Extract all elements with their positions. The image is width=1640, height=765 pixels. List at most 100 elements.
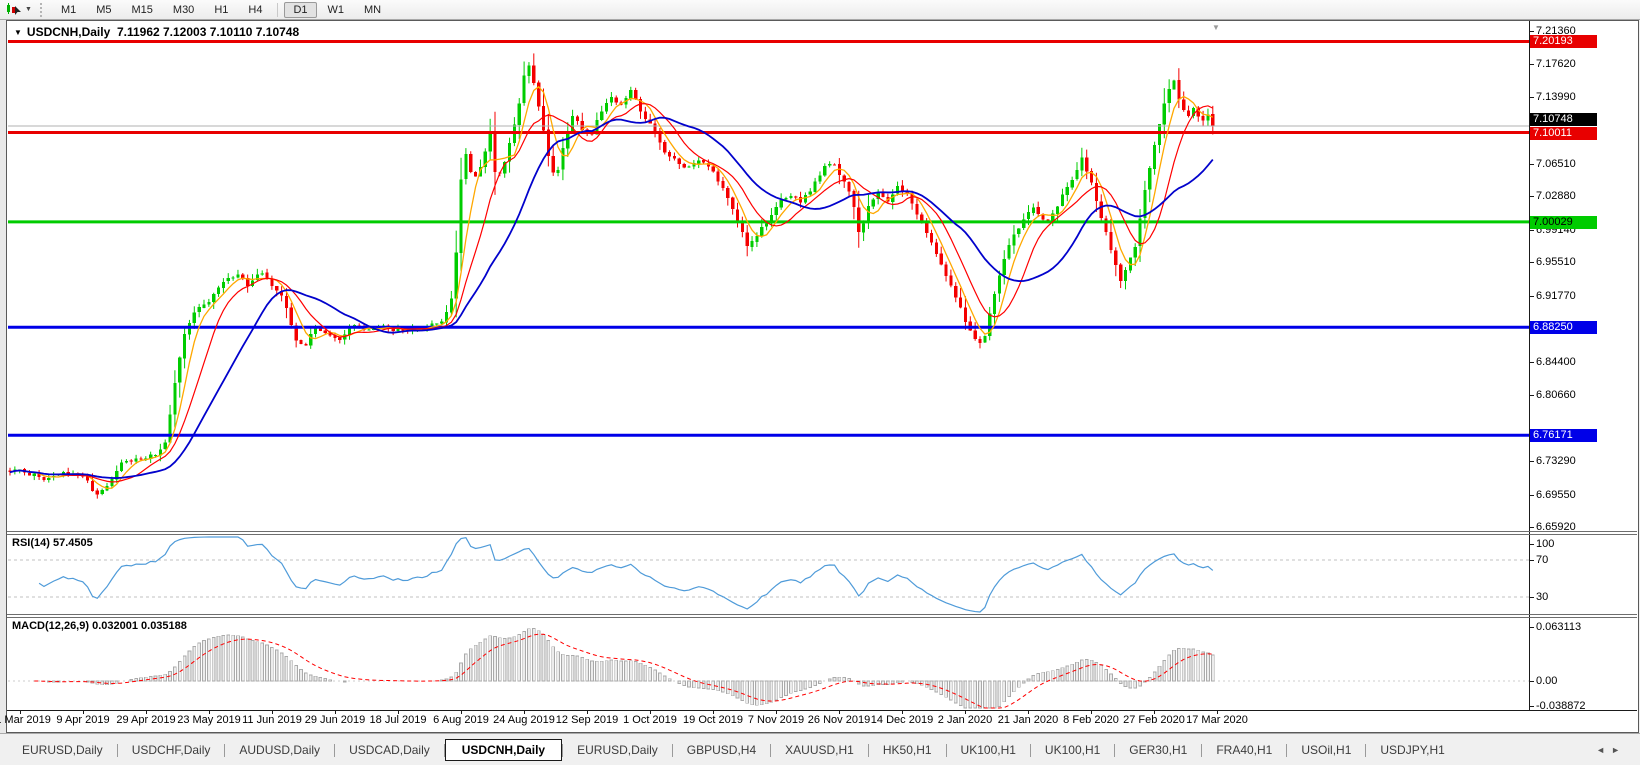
price-tick-mark: [1529, 362, 1534, 363]
price-tick-label: 6.91770: [1536, 290, 1576, 302]
price-tick-mark: [1529, 31, 1534, 32]
date-tick: [1028, 710, 1029, 714]
tab-uk100-h1[interactable]: UK100,H1: [960, 743, 1016, 757]
macd-splitter[interactable]: [7, 614, 1637, 615]
rsi-label: RSI(14) 57.4505: [12, 537, 93, 549]
timeframe-btn-m15[interactable]: M15: [131, 3, 153, 16]
tab-separator: [1286, 743, 1288, 757]
dropdown-caret-icon[interactable]: ▼: [25, 6, 32, 13]
date-tick: [1217, 710, 1218, 714]
tab-separator: [562, 743, 564, 757]
date-tick: [776, 710, 777, 714]
price-tick-mark: [1529, 527, 1534, 528]
date-label: 29 Jun 2019: [304, 714, 366, 726]
tab-ger30-h1[interactable]: GER30,H1: [1129, 743, 1188, 757]
price-tick-label: 7.13990: [1536, 91, 1576, 103]
date-tick: [209, 710, 210, 714]
tab-separator: [1365, 743, 1367, 757]
timeframe-btn-w1[interactable]: W1: [327, 3, 345, 16]
date-label: 9 Apr 2019: [56, 714, 110, 726]
price-tick-label: 7.21360: [1536, 25, 1576, 37]
chart-tab-bar: EURUSD,Daily USDCHF,Daily AUDUSD,Daily USDC…: [0, 733, 1640, 765]
date-tick: [650, 710, 651, 714]
price-badge-6-88250: 6.88250: [1530, 321, 1597, 334]
macd-canvas[interactable]: [8, 618, 1529, 710]
tab-fra40-h1[interactable]: FRA40,H1: [1216, 743, 1273, 757]
macd-axis-label: 0.00: [1536, 675, 1558, 687]
price-badge-6-76171: 6.76171: [1530, 429, 1597, 442]
date-label: 21 Jan 2020: [997, 714, 1059, 726]
date-label: 29 Apr 2019: [116, 714, 176, 726]
timeframe-btn-m5[interactable]: M5: [96, 3, 112, 16]
toolbar-separator: [277, 2, 279, 17]
macd-label: MACD(12,26,9) 0.032001 0.035188: [12, 620, 187, 632]
chart-tool-icon[interactable]: [6, 3, 21, 16]
tab-usdcad-daily[interactable]: USDCAD,Daily: [349, 743, 430, 757]
price-tick-mark: [1529, 164, 1534, 165]
chart-shift-icon[interactable]: ▼: [1212, 23, 1220, 32]
tab-usdchf-daily[interactable]: USDCHF,Daily: [131, 743, 211, 757]
tab-separator: [770, 743, 772, 757]
date-label: 21 Mar 2019: [0, 714, 51, 726]
tab-usdjpy-h1[interactable]: USDJPY,H1: [1380, 743, 1445, 757]
date-label: 8 Feb 2020: [1063, 714, 1119, 726]
rsi-axis-label: 30: [1536, 591, 1549, 603]
date-tick: [587, 710, 588, 714]
price-tick-mark: [1529, 230, 1534, 231]
rsi-tick-mark: [1529, 560, 1534, 561]
main-chart-canvas[interactable]: [8, 22, 1529, 531]
price-tick-label: 6.95510: [1536, 256, 1576, 268]
tab-separator: [945, 743, 947, 757]
price-tick-label: 6.73290: [1536, 455, 1576, 467]
timeframe-btn-mn[interactable]: MN: [364, 3, 382, 16]
tab-hk50-h1[interactable]: HK50,H1: [882, 743, 932, 757]
date-tick: [461, 710, 462, 714]
date-label: 19 Oct 2019: [683, 714, 743, 726]
tab-uk100-h1[interactable]: UK100,H1: [1044, 743, 1101, 757]
macd-tick-mark: [1529, 627, 1534, 628]
tab-xauusd-h1[interactable]: XAUUSD,H1: [785, 743, 854, 757]
price-badge-7-00029: 7.00029: [1530, 216, 1597, 229]
tab-eurusd-daily[interactable]: EURUSD,Daily: [577, 743, 658, 757]
timeframe-btn-d1[interactable]: D1: [284, 1, 317, 18]
rsi-canvas[interactable]: [8, 535, 1529, 614]
tab-usoil-h1[interactable]: USOil,H1: [1301, 743, 1352, 757]
price-tick-label: 6.69550: [1536, 489, 1576, 501]
rsi-axis-label: 100: [1536, 538, 1555, 550]
timeframe-btn-h1[interactable]: H1: [214, 3, 229, 16]
timeframe-btn-h4[interactable]: H4: [248, 3, 263, 16]
price-tick-mark: [1529, 495, 1534, 496]
timeframe-btn-m30[interactable]: M30: [172, 3, 195, 16]
ma-slow-line: [9, 116, 1214, 479]
date-label: 24 Aug 2019: [493, 714, 555, 726]
price-tick-mark: [1529, 196, 1534, 197]
date-axis-border: [7, 710, 1637, 711]
date-tick: [272, 710, 273, 714]
tab-gbpusd-h4[interactable]: GBPUSD,H4: [686, 743, 757, 757]
tab-separator: [334, 743, 336, 757]
date-tick: [335, 710, 336, 714]
price-tick-label: 7.17620: [1536, 58, 1576, 70]
ma-mid-line: [9, 103, 1214, 483]
date-tick: [965, 710, 966, 714]
tab-prev-icon[interactable]: ◄: [1596, 745, 1612, 755]
tab-next-icon[interactable]: ►: [1611, 745, 1626, 755]
rsi-tick-mark: [1529, 597, 1534, 598]
price-tick-label: 7.02880: [1536, 190, 1576, 202]
price-tick-mark: [1529, 97, 1534, 98]
toolbar-grip[interactable]: [39, 2, 45, 17]
date-tick: [713, 710, 714, 714]
title-caret-icon[interactable]: ▼: [14, 28, 22, 37]
price-tick-mark: [1529, 296, 1534, 297]
date-label: 2 Jan 2020: [937, 714, 993, 726]
tab-audusd-daily[interactable]: AUDUSD,Daily: [239, 743, 321, 757]
tab-usdcnh-daily-active[interactable]: USDCNH,Daily: [444, 739, 563, 761]
macd-axis-label: 0.063113: [1536, 621, 1582, 633]
tab-eurusd-daily[interactable]: EURUSD,Daily: [22, 743, 103, 757]
rsi-splitter[interactable]: [7, 531, 1637, 532]
timeframe-btn-m1[interactable]: M1: [60, 3, 77, 16]
rsi-splitter-line: [7, 534, 1637, 535]
tab-separator: [867, 743, 869, 757]
price-tick-label: 7.06510: [1536, 158, 1576, 170]
date-label: 1 Oct 2019: [623, 714, 677, 726]
